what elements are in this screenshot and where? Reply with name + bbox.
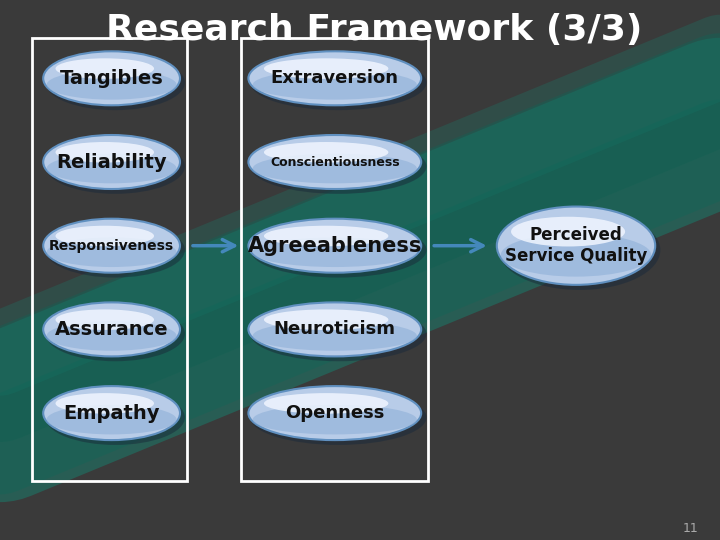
Ellipse shape [45, 55, 185, 110]
Ellipse shape [253, 153, 417, 184]
Text: Extraversion: Extraversion [271, 69, 399, 87]
Ellipse shape [264, 58, 388, 79]
Ellipse shape [248, 302, 421, 356]
Text: 11: 11 [683, 522, 698, 535]
Ellipse shape [55, 58, 154, 79]
Ellipse shape [251, 390, 426, 445]
Ellipse shape [47, 153, 176, 184]
Ellipse shape [43, 135, 180, 189]
Ellipse shape [248, 51, 421, 105]
Ellipse shape [251, 139, 426, 194]
Ellipse shape [43, 51, 180, 105]
Ellipse shape [45, 306, 185, 361]
Ellipse shape [43, 386, 180, 440]
Ellipse shape [501, 234, 652, 276]
Ellipse shape [47, 238, 176, 267]
Ellipse shape [47, 321, 176, 351]
Ellipse shape [264, 309, 388, 330]
Ellipse shape [43, 302, 180, 356]
Ellipse shape [499, 210, 660, 290]
Ellipse shape [47, 405, 176, 434]
Ellipse shape [43, 219, 180, 273]
Ellipse shape [248, 135, 421, 189]
Text: Conscientiousness: Conscientiousness [270, 156, 400, 168]
Ellipse shape [55, 226, 154, 246]
Ellipse shape [248, 386, 421, 440]
Ellipse shape [47, 70, 176, 100]
Ellipse shape [251, 55, 426, 110]
Ellipse shape [253, 405, 417, 434]
Ellipse shape [251, 306, 426, 361]
Text: Reliability: Reliability [56, 152, 167, 172]
Ellipse shape [45, 139, 185, 194]
Text: Agreeableness: Agreeableness [248, 235, 422, 256]
Text: Responsiveness: Responsiveness [49, 239, 174, 253]
Ellipse shape [55, 309, 154, 330]
Text: Research Framework (3/3): Research Framework (3/3) [107, 13, 642, 46]
Ellipse shape [55, 142, 154, 163]
Ellipse shape [253, 238, 417, 267]
Ellipse shape [251, 222, 426, 278]
Ellipse shape [264, 142, 388, 163]
Ellipse shape [55, 393, 154, 414]
Text: Perceived
Service Quality: Perceived Service Quality [505, 226, 647, 265]
Text: Neuroticism: Neuroticism [274, 320, 396, 339]
Ellipse shape [248, 219, 421, 273]
Ellipse shape [45, 222, 185, 278]
Text: Openness: Openness [285, 404, 384, 422]
Ellipse shape [264, 393, 388, 414]
Ellipse shape [511, 217, 625, 246]
Text: Empathy: Empathy [63, 403, 160, 423]
Text: Tangibles: Tangibles [60, 69, 163, 88]
Text: Assurance: Assurance [55, 320, 168, 339]
Ellipse shape [253, 70, 417, 100]
Ellipse shape [497, 207, 655, 285]
Ellipse shape [253, 321, 417, 351]
Ellipse shape [264, 226, 388, 246]
Ellipse shape [45, 390, 185, 445]
